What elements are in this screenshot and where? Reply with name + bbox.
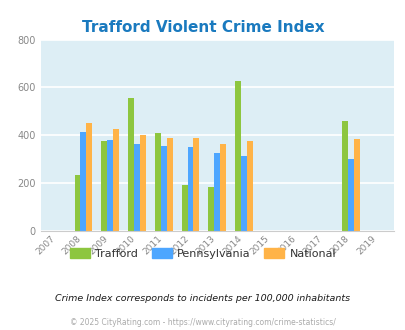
Bar — [246, 141, 252, 231]
Text: Trafford Violent Crime Index: Trafford Violent Crime Index — [81, 20, 324, 35]
Bar — [241, 156, 246, 231]
Legend: Trafford, Pennsylvania, National: Trafford, Pennsylvania, National — [65, 244, 340, 263]
Bar — [101, 141, 107, 231]
Bar — [134, 144, 140, 231]
Bar — [86, 123, 92, 231]
Bar — [341, 121, 347, 231]
Bar — [80, 132, 86, 231]
Bar — [193, 138, 199, 231]
Bar — [234, 81, 241, 231]
Bar — [107, 140, 113, 231]
Bar — [214, 153, 220, 231]
Bar — [113, 129, 119, 231]
Bar — [347, 159, 353, 231]
Bar — [154, 133, 160, 231]
Bar — [160, 146, 166, 231]
Bar — [220, 144, 226, 231]
Text: Crime Index corresponds to incidents per 100,000 inhabitants: Crime Index corresponds to incidents per… — [55, 294, 350, 303]
Bar — [75, 176, 80, 231]
Bar — [187, 147, 193, 231]
Text: © 2025 CityRating.com - https://www.cityrating.com/crime-statistics/: © 2025 CityRating.com - https://www.city… — [70, 318, 335, 327]
Bar — [140, 135, 145, 231]
Bar — [166, 138, 172, 231]
Bar — [128, 98, 134, 231]
Bar — [208, 187, 214, 231]
Bar — [181, 185, 187, 231]
Bar — [353, 139, 359, 231]
